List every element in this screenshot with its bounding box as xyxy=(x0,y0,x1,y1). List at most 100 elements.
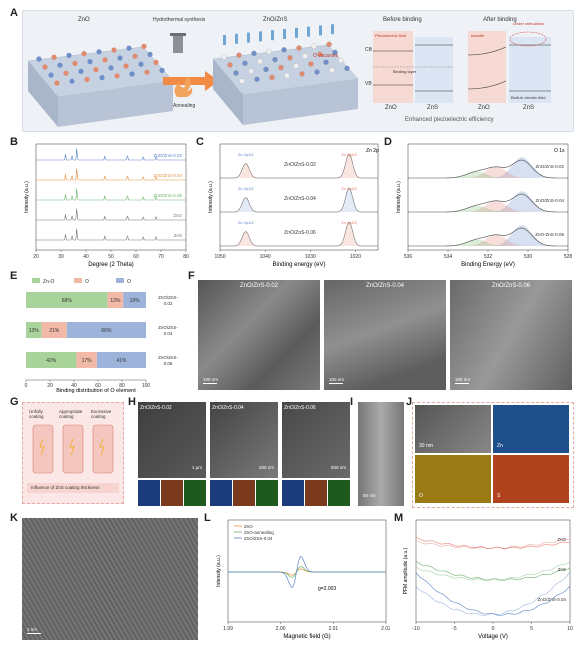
e-bar-segment xyxy=(26,352,77,368)
c-peak-right: Zn 2p3/2 xyxy=(341,220,358,225)
panel-label-b: B xyxy=(10,136,18,148)
c-tick-label: 1050 xyxy=(214,254,225,260)
c-sample-label: ZnO/ZnS-0.06 xyxy=(284,230,316,236)
c-frame xyxy=(219,143,379,251)
h1-scale: 1 μm xyxy=(191,465,202,470)
zns-pillar xyxy=(307,26,310,37)
zns-atom xyxy=(278,64,284,71)
d-sample-label: ZnO-ZnS-0.06 xyxy=(535,232,564,237)
b-xlabel: Degree (2 Theta) xyxy=(88,262,134,268)
zns-atom xyxy=(221,54,227,60)
zno-zns-lattice xyxy=(212,44,359,125)
panel-label-c: C xyxy=(196,136,204,148)
c-ylabel: Intensity (a.u.) xyxy=(208,181,214,213)
l-gvalue: g=2.003 xyxy=(318,586,336,592)
c-fill xyxy=(220,154,378,178)
zns-atom xyxy=(329,67,335,73)
panel-b-xrd-chart: ZnO/ZnS-0.02 ZnO/ZnS-0.04 ZnO/ZnS-0.06 ZnO Z… xyxy=(24,143,189,268)
synthesis-arrow xyxy=(163,33,219,97)
zno-atom xyxy=(57,62,63,68)
e-bar-segment xyxy=(26,322,42,338)
b-trace-label: ZnO/ZnS-0.06 xyxy=(153,193,182,198)
sem-f2-caption: ZnO/ZnS-0.04 xyxy=(365,283,404,289)
m-trace xyxy=(415,537,571,550)
e-bar-label: 66% xyxy=(101,328,112,334)
band-after-zns-label: ZnS xyxy=(523,105,535,111)
zns-pillar xyxy=(295,27,298,38)
e-legend-label: O xyxy=(127,279,131,285)
e-bar-label: 41% xyxy=(116,358,127,364)
l-legend-label: ZnO/ZnS-0.04 xyxy=(244,536,273,541)
e-bar-segment xyxy=(41,322,67,338)
e-tick-label: 40 xyxy=(71,383,77,389)
zno-atom xyxy=(159,67,165,73)
zns-atom xyxy=(233,70,239,76)
panel-d-xps-chart: ZnO/ZnS-0.02 ZnO/ZnS-0.04 ZnO-ZnS-0.06 536 5… xyxy=(396,143,572,268)
c-tick-label: 1040 xyxy=(260,254,271,260)
b-trace-label: ZnO/ZnS-0.02 xyxy=(153,153,182,158)
band-diagram-after xyxy=(467,31,551,103)
l-tick-label: 2.00 xyxy=(276,626,286,632)
zno-atom xyxy=(102,57,108,63)
eds-h1-zn xyxy=(138,480,160,506)
d-trace xyxy=(408,159,568,179)
e-legend-swatch xyxy=(74,278,82,283)
b-tick-label: 80 xyxy=(183,254,189,260)
e-bar-label: 17% xyxy=(82,358,93,364)
eds-h2-o xyxy=(233,480,255,506)
stimulation-label: Under stimulation xyxy=(513,21,545,26)
c-tick-label: 1020 xyxy=(350,254,361,260)
sem-image-f2: ZnO/ZnS-0.04 100 nm xyxy=(324,280,446,390)
d-sample-label: ZnO/ZnS-0.02 xyxy=(535,164,564,169)
zns-atom xyxy=(314,69,320,75)
eds-h2-zn xyxy=(210,480,232,506)
sem-image-f3: ZnO/ZnS-0.06 100 nm xyxy=(450,280,572,390)
m-tick-label: -10 xyxy=(412,626,419,632)
eds-h1-o xyxy=(161,480,183,506)
vb-label: VB xyxy=(365,81,372,87)
eds-h3-s xyxy=(328,480,350,506)
sem-f2-scalebar xyxy=(329,382,343,384)
panel-label-f: F xyxy=(188,270,195,282)
c-tag: Zn 2p xyxy=(366,148,379,154)
zno-atom xyxy=(81,51,87,57)
m-tick-label: 0 xyxy=(492,626,495,632)
zno-atom xyxy=(111,47,117,53)
zns-atom xyxy=(344,65,350,72)
zns-pillar xyxy=(235,33,238,44)
e-tick-label: 20 xyxy=(47,383,53,389)
zno-atom xyxy=(123,63,129,69)
cb-label: CB xyxy=(365,47,372,53)
c-sample-label: ZnO/ZnS-0.02 xyxy=(284,162,316,168)
band-after-zno-label: ZnO xyxy=(478,105,490,111)
e-legend-label: Zn-O xyxy=(43,279,55,285)
panel-label-a: A xyxy=(10,7,18,19)
eds-h1-s xyxy=(184,480,206,506)
sem-f2-scale: 100 nm xyxy=(329,377,345,382)
zns-atom xyxy=(284,72,290,79)
e-bar-segment xyxy=(26,292,108,308)
m-xlabel: Voltage (V) xyxy=(478,634,508,640)
zno-atom xyxy=(84,76,90,82)
j-map-zn: Zn xyxy=(493,405,569,453)
e-category-label: 0.02 xyxy=(164,301,173,306)
d-component xyxy=(408,205,568,212)
b-tick-label: 40 xyxy=(83,254,89,260)
d-tick-label: 528 xyxy=(564,254,572,260)
m-tick-label: -5 xyxy=(452,626,457,632)
b-ylabel: Intensity (a.u.) xyxy=(24,181,30,213)
e-bar-segment xyxy=(66,322,146,338)
built-in-field-label: Built-in electric field xyxy=(511,95,546,100)
zno-atom xyxy=(141,43,147,50)
panel-g-schematic: Unfully coating Appropriate coating Exce… xyxy=(22,402,124,504)
d-trace xyxy=(408,193,568,213)
sem-f1-scalebar xyxy=(203,382,217,384)
zno-atom xyxy=(36,56,42,62)
zno-atom xyxy=(108,65,114,71)
m-series-label: ZnO/ZnS-0.04 xyxy=(537,597,566,602)
sem-f3-scalebar xyxy=(455,382,469,384)
zns-atom xyxy=(326,41,332,48)
zns-atom xyxy=(263,66,269,73)
